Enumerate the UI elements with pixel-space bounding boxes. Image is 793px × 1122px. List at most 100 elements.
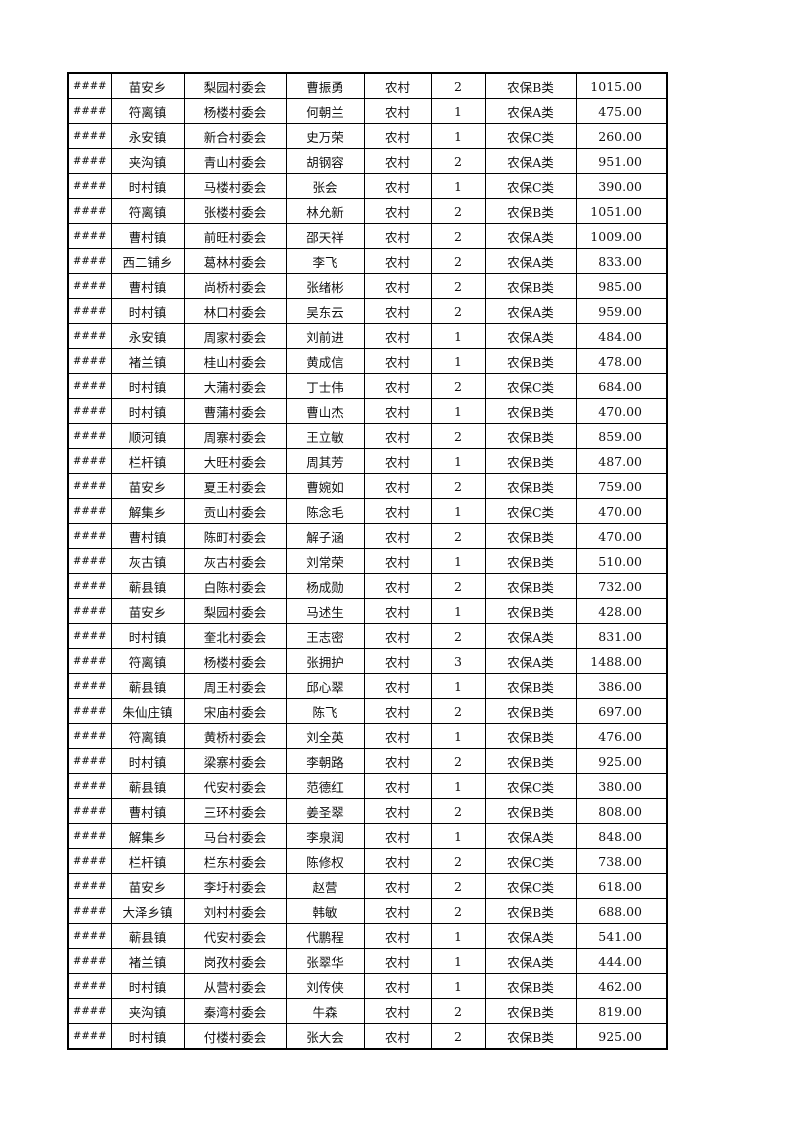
area-type-cell: 农村 [363, 273, 432, 299]
village-cell: 宋庙村委会 [183, 698, 287, 724]
name-cell: 张绪彬 [285, 273, 365, 299]
id-cell: #### [67, 598, 112, 624]
id-cell: #### [67, 698, 112, 724]
area-type-cell: 农村 [363, 348, 432, 374]
amount-cell: 732.00 [575, 573, 668, 599]
count-cell: 1 [430, 98, 486, 124]
insurance-class-cell: 农保B类 [484, 573, 577, 599]
village-cell: 白陈村委会 [183, 573, 287, 599]
id-cell: #### [67, 623, 112, 649]
area-type-cell: 农村 [363, 948, 432, 974]
count-cell: 2 [430, 523, 486, 549]
count-cell: 1 [430, 123, 486, 149]
insurance-class-cell: 农保A类 [484, 923, 577, 949]
amount-cell: 831.00 [575, 623, 668, 649]
count-cell: 2 [430, 273, 486, 299]
table-row: #### 时村镇 梁寨村委会 李朝路 农村 2 农保B类 925.00 [67, 748, 668, 774]
area-type-cell: 农村 [363, 848, 432, 874]
count-cell: 2 [430, 898, 486, 924]
village-cell: 李圩村委会 [183, 873, 287, 899]
town-cell: 时村镇 [110, 398, 185, 424]
amount-cell: 697.00 [575, 698, 668, 724]
area-type-cell: 农村 [363, 923, 432, 949]
table-row: #### 蕲县镇 代安村委会 代鹏程 农村 1 农保A类 541.00 [67, 923, 668, 949]
table-row: #### 灰古镇 灰古村委会 刘常荣 农村 1 农保B类 510.00 [67, 548, 668, 574]
count-cell: 2 [430, 798, 486, 824]
name-cell: 吴东云 [285, 298, 365, 324]
name-cell: 代鹏程 [285, 923, 365, 949]
area-type-cell: 农村 [363, 898, 432, 924]
village-cell: 大旺村委会 [183, 448, 287, 474]
count-cell: 2 [430, 873, 486, 899]
village-cell: 贡山村委会 [183, 498, 287, 524]
village-cell: 岗孜村委会 [183, 948, 287, 974]
insurance-class-cell: 农保C类 [484, 848, 577, 874]
table-row: #### 符离镇 黄桥村委会 刘全英 农村 1 农保B类 476.00 [67, 723, 668, 749]
amount-cell: 470.00 [575, 523, 668, 549]
id-cell: #### [67, 948, 112, 974]
id-cell: #### [67, 373, 112, 399]
town-cell: 灰古镇 [110, 548, 185, 574]
table-row: #### 西二铺乡 葛林村委会 李飞 农村 2 农保A类 833.00 [67, 248, 668, 274]
table-row: #### 时村镇 林口村委会 吴东云 农村 2 农保A类 959.00 [67, 298, 668, 324]
village-cell: 从营村委会 [183, 973, 287, 999]
id-cell: #### [67, 398, 112, 424]
amount-cell: 462.00 [575, 973, 668, 999]
name-cell: 胡钢容 [285, 148, 365, 174]
count-cell: 1 [430, 973, 486, 999]
village-cell: 杨楼村委会 [183, 98, 287, 124]
town-cell: 曹村镇 [110, 798, 185, 824]
village-cell: 张楼村委会 [183, 198, 287, 224]
count-cell: 1 [430, 398, 486, 424]
village-cell: 陈町村委会 [183, 523, 287, 549]
table-row: #### 时村镇 奎北村委会 王志密 农村 2 农保A类 831.00 [67, 623, 668, 649]
area-type-cell: 农村 [363, 823, 432, 849]
insurance-class-cell: 农保B类 [484, 1023, 577, 1050]
area-type-cell: 农村 [363, 573, 432, 599]
table-row: #### 朱仙庄镇 宋庙村委会 陈飞 农村 2 农保B类 697.00 [67, 698, 668, 724]
count-cell: 1 [430, 923, 486, 949]
insurance-class-cell: 农保B类 [484, 273, 577, 299]
village-cell: 梨园村委会 [183, 598, 287, 624]
count-cell: 1 [430, 173, 486, 199]
village-cell: 夏王村委会 [183, 473, 287, 499]
id-cell: #### [67, 823, 112, 849]
village-cell: 杨楼村委会 [183, 648, 287, 674]
name-cell: 张翠华 [285, 948, 365, 974]
town-cell: 朱仙庄镇 [110, 698, 185, 724]
village-cell: 秦湾村委会 [183, 998, 287, 1024]
name-cell: 林允新 [285, 198, 365, 224]
amount-cell: 487.00 [575, 448, 668, 474]
insurance-class-cell: 农保B类 [484, 348, 577, 374]
name-cell: 陈修权 [285, 848, 365, 874]
name-cell: 陈飞 [285, 698, 365, 724]
name-cell: 赵营 [285, 873, 365, 899]
town-cell: 蕲县镇 [110, 923, 185, 949]
count-cell: 2 [430, 248, 486, 274]
id-cell: #### [67, 323, 112, 349]
insurance-class-cell: 农保A类 [484, 298, 577, 324]
count-cell: 2 [430, 223, 486, 249]
amount-cell: 444.00 [575, 948, 668, 974]
village-cell: 周家村委会 [183, 323, 287, 349]
insurance-class-cell: 农保A类 [484, 148, 577, 174]
area-type-cell: 农村 [363, 548, 432, 574]
id-cell: #### [67, 848, 112, 874]
insurance-class-cell: 农保B类 [484, 973, 577, 999]
table-row: #### 永安镇 新合村委会 史万荣 农村 1 农保C类 260.00 [67, 123, 668, 149]
town-cell: 曹村镇 [110, 223, 185, 249]
name-cell: 周其芳 [285, 448, 365, 474]
count-cell: 1 [430, 673, 486, 699]
village-cell: 三环村委会 [183, 798, 287, 824]
village-cell: 代安村委会 [183, 773, 287, 799]
name-cell: 王志密 [285, 623, 365, 649]
town-cell: 时村镇 [110, 623, 185, 649]
table-row: #### 时村镇 付楼村委会 张大会 农村 2 农保B类 925.00 [67, 1023, 668, 1050]
count-cell: 1 [430, 448, 486, 474]
amount-cell: 390.00 [575, 173, 668, 199]
amount-cell: 618.00 [575, 873, 668, 899]
area-type-cell: 农村 [363, 748, 432, 774]
town-cell: 时村镇 [110, 298, 185, 324]
id-cell: #### [67, 798, 112, 824]
amount-cell: 476.00 [575, 723, 668, 749]
